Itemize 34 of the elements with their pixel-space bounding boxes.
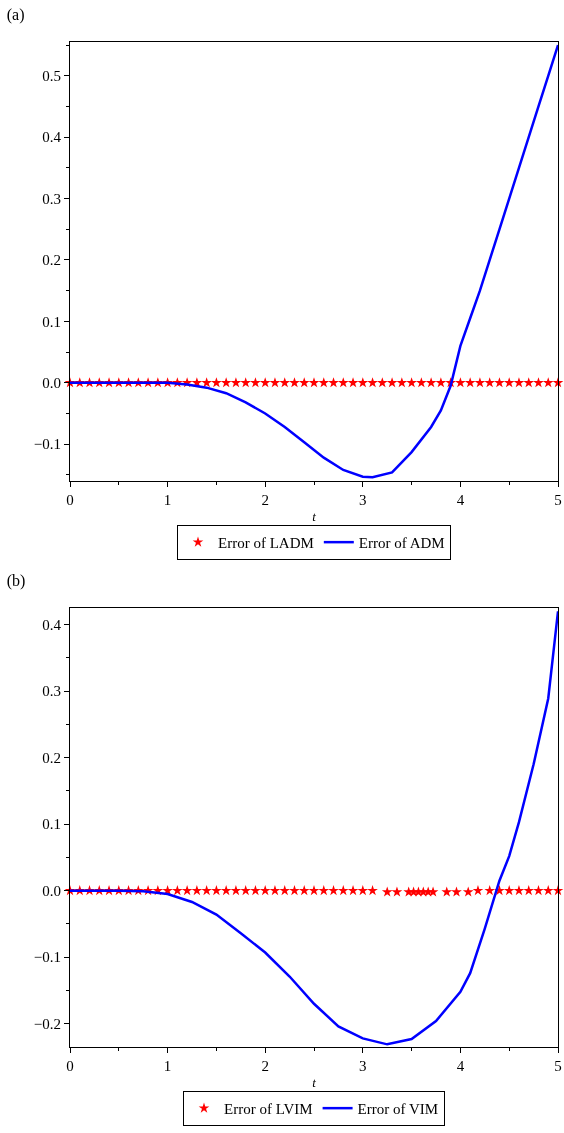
y-tick-label: 0.3 xyxy=(42,190,61,207)
x-tick-label: 1 xyxy=(163,492,172,508)
x-axis-title: t xyxy=(312,508,317,524)
y-tick-label: −0.1 xyxy=(33,949,61,966)
x-tick-label: 3 xyxy=(359,492,367,508)
y-tick-label: 0.0 xyxy=(42,882,61,899)
x-axis-title: t xyxy=(312,1074,317,1090)
x-tick-label: 1 xyxy=(163,1058,172,1074)
x-tick-label: 0 xyxy=(66,492,74,508)
x-tick-label: 5 xyxy=(554,492,562,508)
y-tick-label: 0.1 xyxy=(42,816,61,833)
y-tick-label: 0.2 xyxy=(42,252,61,269)
x-tick-label: 3 xyxy=(359,1058,367,1074)
x-tick-label: 2 xyxy=(261,492,269,508)
y-tick-label: 0.1 xyxy=(42,313,61,330)
x-tick-label: 4 xyxy=(456,1058,465,1074)
y-tick-label: 0.5 xyxy=(42,68,61,85)
legend-label: Error of LVIM xyxy=(224,1101,313,1117)
y-tick-label: −0.1 xyxy=(33,436,61,453)
x-tick-label: 2 xyxy=(261,1058,269,1074)
chart-title: (b) xyxy=(6,571,26,590)
x-tick-label: 0 xyxy=(66,1058,74,1074)
y-tick-label: 0.3 xyxy=(42,683,61,700)
y-tick-label: 0.2 xyxy=(42,749,61,766)
legend-label: Error of VIM xyxy=(357,1101,439,1117)
x-tick-label: 4 xyxy=(456,492,465,508)
x-tick-label: 5 xyxy=(554,1058,562,1074)
y-tick-label: 0.0 xyxy=(42,375,61,392)
y-tick-label: −0.2 xyxy=(33,1015,61,1032)
y-tick-label: 0.4 xyxy=(42,616,62,633)
legend-label: Error of ADM xyxy=(358,535,445,551)
legend-label: Error of LADM xyxy=(218,535,314,551)
chart-title: (a) xyxy=(6,5,25,24)
y-tick-label: 0.4 xyxy=(42,129,62,146)
